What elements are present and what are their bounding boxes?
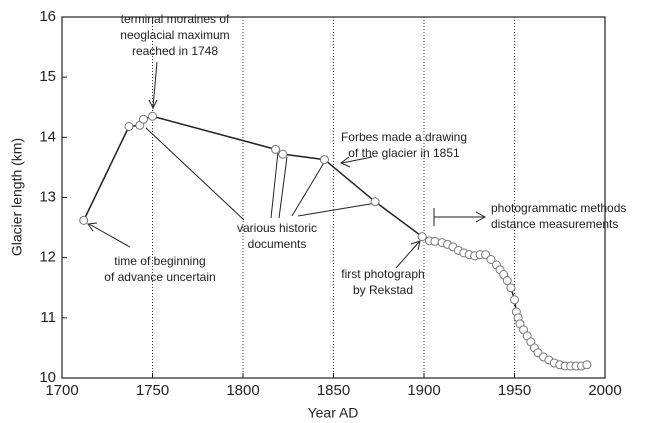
x-tick-label: 1750 xyxy=(136,382,169,399)
y-tick-label: 16 xyxy=(39,8,56,25)
annotation: Forbes made a drawing xyxy=(341,130,467,144)
y-tick-label: 15 xyxy=(39,68,56,85)
x-tick-label: 2000 xyxy=(588,382,621,399)
point xyxy=(271,144,281,154)
point xyxy=(506,283,516,293)
x-tick-label: 1700 xyxy=(45,382,78,399)
point xyxy=(124,122,134,132)
annotation: various historic xyxy=(237,221,317,235)
point xyxy=(138,114,148,124)
y-tick-label: 11 xyxy=(40,309,56,326)
y-tick-label: 10 xyxy=(39,369,56,386)
point xyxy=(430,236,440,246)
x-tick-label: 1800 xyxy=(226,382,259,399)
point xyxy=(417,232,427,242)
y-tick-label: 13 xyxy=(39,188,56,205)
y-tick-label: 12 xyxy=(39,249,56,266)
y-axis-label: Glacier length (km) xyxy=(9,138,25,256)
x-tick-label: 1850 xyxy=(317,382,350,399)
x-tick-label: 1900 xyxy=(407,382,440,399)
point xyxy=(582,360,592,370)
point xyxy=(278,149,288,159)
annotation: reached in 1748 xyxy=(132,44,218,58)
x-tick-label: 1950 xyxy=(498,382,531,399)
annotation: of advance uncertain xyxy=(104,270,215,284)
point xyxy=(79,215,89,225)
annotation: documents xyxy=(248,237,307,251)
point xyxy=(486,254,496,264)
point xyxy=(319,155,329,165)
point xyxy=(502,276,512,286)
point xyxy=(148,111,157,121)
annotation: time of beginning xyxy=(114,254,205,268)
point xyxy=(510,295,519,305)
annotation: of the glacier in 1851 xyxy=(348,146,460,160)
x-axis-label: Year AD xyxy=(308,405,359,421)
annotation: first photograph xyxy=(341,267,424,281)
y-tick-label: 14 xyxy=(39,128,56,145)
annotation-arrows xyxy=(87,61,487,269)
annotation: terminal moraines of xyxy=(121,12,230,26)
annotation: by Rekstad xyxy=(353,283,413,297)
point xyxy=(370,197,380,207)
annotation: distance measurements xyxy=(491,217,618,231)
line xyxy=(83,115,588,367)
annotation: neoglacial maximum xyxy=(120,28,229,42)
annotation: photogrammatic methods xyxy=(491,201,626,215)
